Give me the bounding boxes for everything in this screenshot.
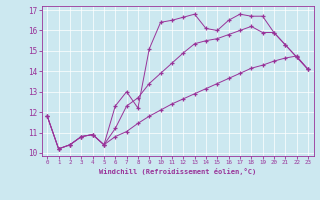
X-axis label: Windchill (Refroidissement éolien,°C): Windchill (Refroidissement éolien,°C) [99,168,256,175]
